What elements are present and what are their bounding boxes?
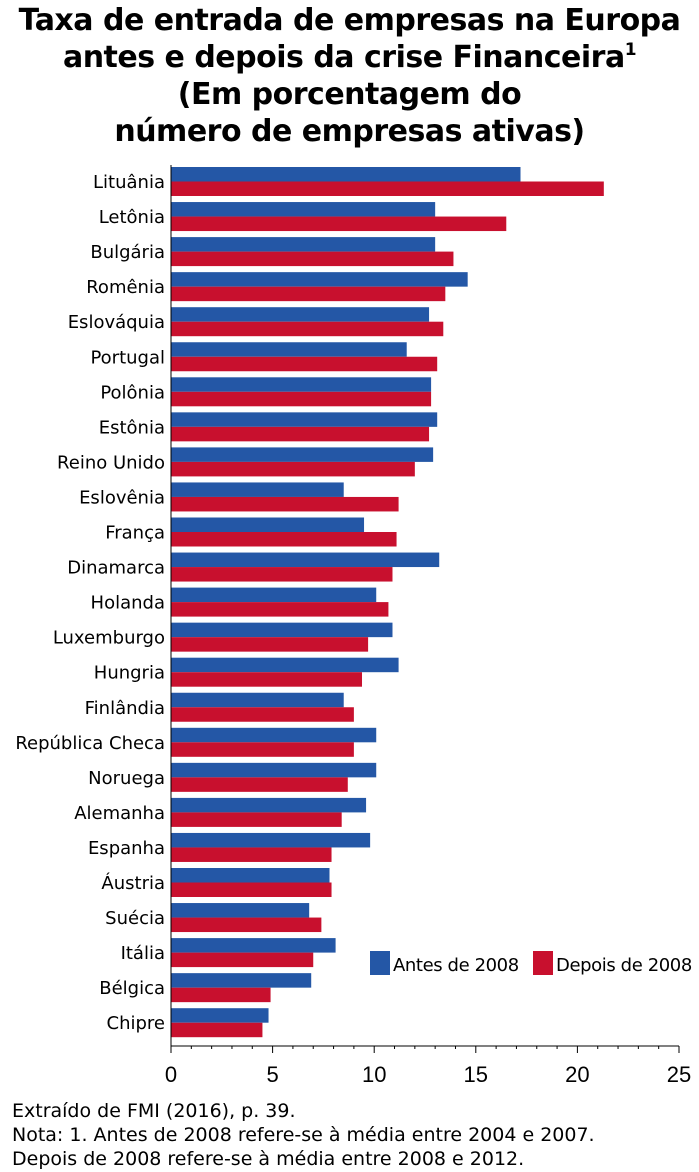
category-label: Suécia [105,908,165,929]
category-label: Dinamarca [67,558,165,579]
footnote-2: Depois de 2008 refere-se à média entre 2… [12,1148,525,1170]
bar-after-6 [171,391,432,407]
bar-before-17 [171,762,377,778]
bar-before-24 [171,1008,269,1023]
bar-after-17 [171,777,348,792]
category-label: Luxemburgo [53,628,165,649]
bar-after-16 [171,742,354,757]
category-label: França [105,523,165,544]
bar-after-4 [171,321,444,337]
bar-after-7 [171,426,430,442]
category-label: Alemanha [74,803,165,824]
category-label: Polônia [100,382,165,403]
bar-before-19 [171,832,371,848]
bar-after-8 [171,461,415,477]
bar-before-18 [171,797,367,813]
title-line-1: Taxa de entrada de empresas na Europa [18,3,681,38]
bar-before-11 [171,552,440,568]
bar-after-19 [171,847,332,862]
bar-before-3 [171,272,468,287]
category-label: Noruega [88,768,165,789]
bar-before-1 [171,202,436,217]
bar-before-10 [171,517,365,532]
bar-before-8 [171,447,434,462]
bar-after-15 [171,707,354,722]
bar-after-10 [171,532,397,547]
bar-before-20 [171,868,330,883]
x-tick-label: 5 [266,1062,278,1087]
x-tick-label: 0 [165,1062,177,1087]
bar-before-4 [171,307,430,322]
x-tick-label: 20 [565,1062,589,1087]
bar-before-6 [171,377,432,392]
category-label: Estônia [99,417,165,438]
chart-notes: Extraído de FMI (2016), p. 39. Nota: 1. … [12,1099,595,1171]
bar-after-1 [171,216,507,232]
bar-before-0 [171,167,521,182]
x-tick-label: 25 [667,1062,691,1087]
bar-after-20 [171,882,332,897]
bar-after-22 [171,952,314,968]
bar-before-23 [171,973,312,988]
bar-after-18 [171,812,342,827]
bar-after-21 [171,917,322,933]
title-line-2-text: antes e depois da crise Financeira [62,40,625,75]
category-label: Romênia [86,277,165,298]
legend-swatch-after [533,951,553,975]
bar-before-13 [171,622,393,638]
bar-after-14 [171,672,363,687]
category-label: Hungria [94,663,165,684]
bar-before-22 [171,938,336,953]
bar-before-7 [171,412,438,427]
category-label: Eslováquia [68,312,165,333]
category-label: Bulgária [90,242,165,263]
bar-after-9 [171,496,399,512]
category-label: Lituânia [93,172,165,193]
category-label: Reino Unido [57,452,165,473]
category-label: Bélgica [99,978,165,999]
bar-after-3 [171,286,446,302]
category-label: Holanda [91,593,165,614]
title-footnote-marker: 1 [624,40,637,60]
legend-label-after: Depois de 2008 [556,955,692,976]
category-label: Áustria [101,872,165,894]
bar-before-15 [171,692,344,708]
bar-after-11 [171,567,393,582]
category-label: Portugal [90,347,165,368]
bar-before-16 [171,727,377,743]
bar-after-23 [171,987,271,1003]
source-note: Extraído de FMI (2016), p. 39. [12,1100,296,1122]
title-line-2: antes e depois da crise Financeira1 [0,39,699,76]
bar-after-12 [171,602,389,617]
bar-before-21 [171,903,310,918]
x-tick-label: 10 [362,1062,386,1087]
chart-title: Taxa de entrada de empresas na Europa an… [0,2,699,150]
title-line-3: (Em porcentagem do [177,77,522,112]
bar-after-13 [171,637,369,652]
bar-before-9 [171,482,344,497]
bar-before-5 [171,342,407,357]
legend-label-before: Antes de 2008 [393,955,519,976]
x-tick-label: 15 [464,1062,488,1087]
bar-before-12 [171,587,377,603]
category-label: Eslovênia [79,487,165,508]
bar-after-2 [171,251,454,267]
bar-after-24 [171,1022,263,1038]
category-label: Espanha [88,838,165,859]
category-label: Itália [121,943,165,964]
bar-before-2 [171,237,436,252]
category-label: Chipre [107,1013,165,1034]
category-label: República Checa [15,733,165,754]
footnote-1: Nota: 1. Antes de 2008 refere-se à média… [12,1124,595,1146]
bar-chart: Lituânia Letônia Bulgária Romênia Eslováquia… [15,165,692,1087]
legend-swatch-before [370,951,390,975]
bar-after-0 [171,181,604,196]
bar-after-5 [171,356,438,372]
title-line-4: número de empresas ativas) [114,114,585,149]
category-label: Letônia [99,207,165,228]
category-label: Finlândia [85,698,165,719]
bar-before-14 [171,657,399,673]
